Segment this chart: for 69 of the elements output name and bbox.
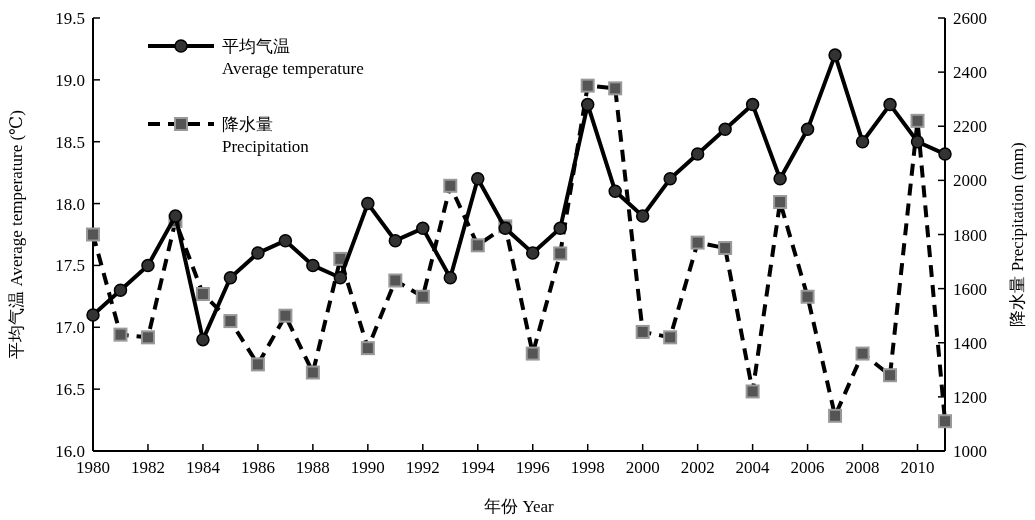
point xyxy=(86,308,100,322)
y-axis-title: 平均气温 Average temperature (℃) xyxy=(7,110,26,359)
x-tick-label: 2002 xyxy=(680,458,715,477)
point xyxy=(471,172,485,186)
x-tick-label: 1986 xyxy=(240,458,275,477)
x-tick-label: 1992 xyxy=(405,458,440,477)
y2-tick-label: 1400 xyxy=(953,333,987,353)
legend-label: 平均气温 Average temperature xyxy=(222,37,364,78)
y-tick-label: 17.5 xyxy=(55,256,85,276)
x-tick-label: 2010 xyxy=(900,458,935,477)
point xyxy=(278,233,293,248)
legend-label: 降水量 Precipitation xyxy=(222,115,310,156)
y2-tick-label: 2200 xyxy=(953,117,987,137)
point xyxy=(251,246,265,260)
y-tick-label: 18.5 xyxy=(55,132,85,152)
point xyxy=(773,172,787,186)
x-axis-title: 年份 Year xyxy=(484,497,555,516)
y2-tick-label: 1200 xyxy=(953,387,987,407)
point xyxy=(800,122,815,137)
x-tick-label: 1990 xyxy=(350,458,385,477)
point xyxy=(690,147,705,161)
x-tick-label: 1998 xyxy=(570,458,605,477)
point xyxy=(718,122,732,137)
point xyxy=(443,271,458,285)
y2-tick-label: 2000 xyxy=(953,171,987,191)
point xyxy=(361,196,375,211)
y-tick-label: 16.0 xyxy=(55,442,85,461)
y2-tick-label: 1600 xyxy=(953,279,987,299)
point xyxy=(333,271,348,285)
point xyxy=(663,172,677,186)
point xyxy=(635,209,650,223)
x-tick-label: 1996 xyxy=(515,458,550,477)
point xyxy=(938,147,952,161)
x-tick-label: 1988 xyxy=(295,458,330,477)
point xyxy=(113,283,128,297)
point xyxy=(828,48,842,62)
x-tick-label: 1982 xyxy=(130,458,165,477)
point xyxy=(388,233,403,248)
x-tick-label: 1980 xyxy=(76,458,110,477)
y2-tick-label: 1000 xyxy=(953,442,987,461)
point xyxy=(416,221,430,236)
x-tick-label: 2006 xyxy=(790,458,825,477)
point xyxy=(910,134,925,149)
y2-tick-label: 2400 xyxy=(953,63,987,83)
point xyxy=(141,258,155,273)
point xyxy=(223,271,238,285)
point xyxy=(553,221,567,236)
y-tick-label: 19.5 xyxy=(55,9,85,28)
point xyxy=(306,258,320,273)
y-tick-label: 19.0 xyxy=(55,70,85,90)
point xyxy=(168,209,183,223)
x-tick-label: 2000 xyxy=(625,458,660,477)
y2-tick-label: 1800 xyxy=(953,225,987,245)
y2-axis-title: 降水量 Precipitation (mm) xyxy=(1008,142,1027,327)
point xyxy=(580,97,595,112)
y-tick-label: 16.5 xyxy=(55,380,85,400)
x-tick-label: 2008 xyxy=(845,458,880,477)
y2-tick-label: 2600 xyxy=(953,9,987,28)
x-tick-label: 2004 xyxy=(735,458,771,477)
point xyxy=(196,332,210,347)
point xyxy=(883,97,897,112)
x-tick-label: 1984 xyxy=(185,458,221,477)
x-tick-label: 1994 xyxy=(460,458,496,477)
y-tick-label: 18.0 xyxy=(55,194,85,214)
point xyxy=(608,184,622,198)
point xyxy=(525,246,540,260)
point xyxy=(745,97,760,112)
point xyxy=(855,134,870,149)
y-tick-label: 17.0 xyxy=(55,318,85,338)
